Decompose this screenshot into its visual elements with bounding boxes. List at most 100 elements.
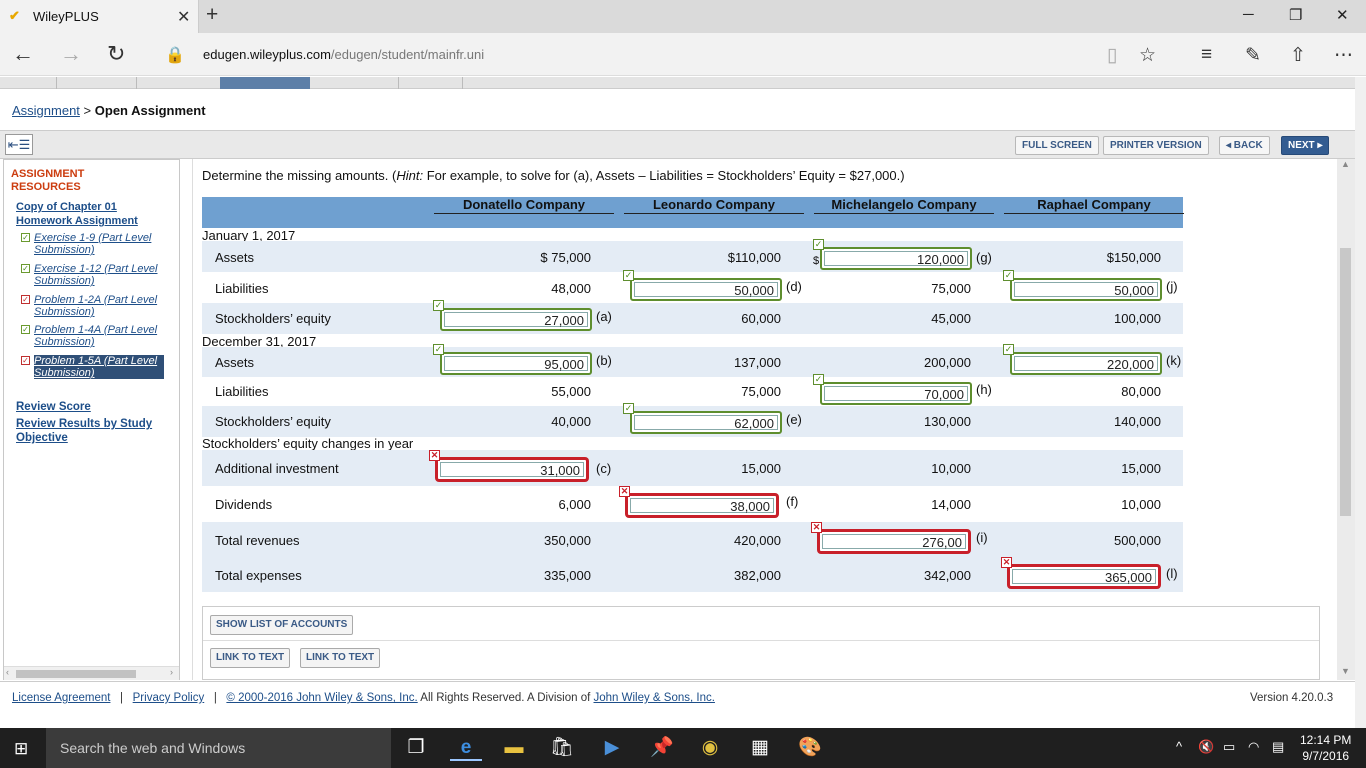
review-score-link[interactable]: Review Score bbox=[16, 401, 91, 413]
file-explorer-icon[interactable]: ▬ bbox=[504, 737, 524, 758]
correct-check-icon: ✓ bbox=[433, 300, 444, 311]
new-tab-button[interactable]: + bbox=[206, 3, 219, 26]
copy-chapter-link[interactable]: Copy of Chapter 01 Homework Assignment bbox=[16, 201, 138, 227]
check-icon: ✓ bbox=[21, 233, 30, 242]
section-label: Stockholders’ equity changes in year bbox=[202, 436, 414, 451]
wiley-company-link[interactable]: John Wiley & Sons, Inc. bbox=[593, 692, 715, 704]
more-menu-icon[interactable]: ⋯ bbox=[1334, 45, 1353, 66]
forward-arrow-icon[interactable]: → bbox=[60, 41, 82, 66]
column-header: Raphael Company bbox=[1004, 198, 1184, 214]
partial-check-icon: ✓ bbox=[21, 295, 30, 304]
table-row: Liabilities 48,000 ✓ 50,000 (d) 75,000 ✓ 5… bbox=[202, 270, 1183, 303]
refresh-icon[interactable]: ↻ bbox=[107, 41, 126, 66]
browser-tab[interactable]: ✔ WileyPLUS ✕ bbox=[0, 0, 199, 33]
store-icon[interactable]: 🛍 bbox=[549, 737, 575, 758]
answer-input-l[interactable]: ✕ 365,000 bbox=[1001, 557, 1160, 588]
section-label: January 1, 2017 bbox=[202, 228, 296, 243]
calculator-icon[interactable]: ▦ bbox=[751, 737, 769, 758]
breadcrumb-assignment-link[interactable]: Assignment bbox=[12, 103, 80, 118]
instruction-text: Determine the missing amounts. (Hint: Fo… bbox=[202, 168, 905, 183]
back-button[interactable]: ◂ BACK bbox=[1219, 136, 1270, 155]
incorrect-x-icon: ✕ bbox=[429, 450, 440, 461]
lock-icon: 🔒 bbox=[165, 47, 185, 64]
printer-version-button[interactable]: PRINTER VERSION bbox=[1103, 136, 1209, 155]
correct-check-icon: ✓ bbox=[813, 239, 824, 250]
full-screen-button[interactable]: FULL SCREEN bbox=[1015, 136, 1099, 155]
table-row: Liabilities 55,000 75,000 ✓ 70,000 (h) 80… bbox=[202, 374, 1183, 406]
tab-close-icon[interactable]: ✕ bbox=[177, 9, 191, 26]
answer-input-g[interactable]: ✓ 120,000 bbox=[813, 239, 972, 270]
edge-browser-icon[interactable]: e bbox=[450, 735, 482, 761]
task-view-icon[interactable]: ❐ bbox=[407, 737, 425, 758]
assignment-resources-sidebar: ASSIGNMENT RESOURCES Copy of Chapter 01 … bbox=[3, 159, 180, 680]
answer-input-c[interactable]: ✕ 31,000 bbox=[429, 450, 588, 481]
answer-input-a[interactable]: ✓ 27,000 bbox=[433, 300, 592, 331]
next-button[interactable]: NEXT ▸ bbox=[1281, 136, 1330, 155]
volume-muted-icon[interactable]: 🔇 bbox=[1198, 739, 1215, 754]
privacy-policy-link[interactable]: Privacy Policy bbox=[132, 692, 205, 704]
web-note-icon[interactable]: ✎ bbox=[1245, 45, 1261, 66]
wifi-icon[interactable]: ◠ bbox=[1248, 739, 1260, 754]
answer-input-j[interactable]: ✓ 50,000 bbox=[1003, 270, 1162, 301]
breadcrumb: Assignment > Open Assignment bbox=[12, 103, 206, 118]
breadcrumb-separator: > bbox=[83, 103, 92, 118]
url-path: /edugen/student/mainfr.uni bbox=[330, 47, 485, 62]
answer-input-h[interactable]: ✓ 70,000 bbox=[813, 374, 972, 405]
taskbar-search[interactable]: Search the web and Windows bbox=[46, 728, 391, 768]
link-to-text-button[interactable]: LINK TO TEXT bbox=[210, 648, 291, 668]
incorrect-x-icon: ✕ bbox=[811, 522, 822, 533]
pin-app-icon[interactable]: 📌 bbox=[650, 737, 674, 758]
main-scrollbar[interactable]: ▲ ▼ bbox=[1337, 159, 1355, 680]
table-row: Dividends 6,000 ✕ 38,000 (f) 14,000 10,00… bbox=[202, 486, 1183, 522]
app-nav-strip bbox=[0, 77, 1355, 89]
active-nav-tab[interactable] bbox=[220, 77, 310, 89]
answer-input-f[interactable]: ✕ 38,000 bbox=[619, 486, 778, 517]
tray-chevron-icon[interactable]: ^ bbox=[1176, 739, 1183, 754]
correct-check-icon: ✓ bbox=[813, 374, 824, 385]
copyright-link[interactable]: © 2000-2016 John Wiley & Sons, Inc. bbox=[226, 692, 418, 704]
media-player-icon[interactable]: ▶ bbox=[604, 737, 620, 758]
show-list-of-accounts-button[interactable]: SHOW LIST OF ACCOUNTS bbox=[210, 615, 354, 635]
page-scrollbar[interactable] bbox=[1355, 77, 1366, 728]
table-row: Assets $ 75,000 $110,000 $ ✓ 120,000 (g) … bbox=[202, 239, 1183, 272]
answer-input-i[interactable]: ✕ 276,00 bbox=[811, 522, 970, 553]
correct-check-icon: ✓ bbox=[623, 403, 634, 414]
back-arrow-icon[interactable]: ← bbox=[12, 41, 34, 66]
hub-icon[interactable]: ≡ bbox=[1201, 44, 1213, 65]
paint-icon[interactable]: 🎨 bbox=[798, 737, 822, 758]
taskbar-clock[interactable]: 12:14 PM 9/7/2016 bbox=[1300, 733, 1352, 763]
table-header: Donatello Company Leonardo Company Miche… bbox=[202, 197, 1184, 228]
minimize-button[interactable]: ─ bbox=[1243, 6, 1254, 23]
check-icon: ✓ bbox=[21, 264, 30, 273]
toggle-sidebar-icon[interactable]: ⇤☰ bbox=[5, 134, 33, 155]
answer-input-k[interactable]: ✓ 220,000 bbox=[1003, 344, 1162, 375]
battery-icon[interactable]: ▭ bbox=[1223, 739, 1236, 754]
notification-icon[interactable]: ▤ bbox=[1272, 739, 1285, 754]
column-header: Leonardo Company bbox=[624, 198, 804, 214]
incorrect-x-icon: ✕ bbox=[1001, 557, 1012, 568]
browser-tab-bar: ✔ WileyPLUS ✕ + ─ ❐ ✕ bbox=[0, 0, 1366, 33]
window-close-button[interactable]: ✕ bbox=[1336, 7, 1349, 24]
favorite-star-icon[interactable]: ☆ bbox=[1139, 45, 1157, 66]
wileyplus-favicon-icon: ✔ bbox=[9, 8, 20, 23]
table-row: Total expenses 335,000 382,000 342,000 ✕… bbox=[202, 557, 1183, 592]
url-field[interactable]: edugen.wileyplus.com/edugen/student/main… bbox=[203, 47, 484, 62]
windows-start-icon[interactable]: ⊞ bbox=[14, 739, 29, 758]
missing-amounts-table: Donatello Company Leonardo Company Miche… bbox=[202, 197, 1184, 592]
reading-view-icon[interactable]: ▯ bbox=[1107, 45, 1118, 66]
chrome-icon[interactable]: ◉ bbox=[701, 737, 719, 758]
answer-input-b[interactable]: ✓ 95,000 bbox=[433, 344, 592, 375]
review-results-link[interactable]: Review Results by Study Objective bbox=[16, 418, 153, 444]
table-row: Assets ✓ 95,000 (b) 137,000 200,000 ✓ 220,… bbox=[202, 344, 1183, 377]
answer-input-d[interactable]: ✓ 50,000 bbox=[623, 270, 782, 301]
section-label: December 31, 2017 bbox=[202, 334, 317, 349]
link-to-text-button[interactable]: LINK TO TEXT bbox=[300, 648, 381, 668]
table-row: Total revenues 350,000 420,000 ✕ 276,00 (… bbox=[202, 522, 1183, 557]
share-icon[interactable]: ⇧ bbox=[1290, 45, 1306, 66]
license-agreement-link[interactable]: License Agreement bbox=[12, 692, 111, 704]
table-row: Additional investment ✕ 31,000 (c) 15,000… bbox=[202, 450, 1183, 486]
maximize-button[interactable]: ❐ bbox=[1289, 7, 1303, 24]
answer-input-e[interactable]: ✓ 62,000 bbox=[623, 403, 782, 434]
sidebar-scrollbar[interactable]: ‹ › bbox=[4, 666, 179, 680]
check-icon: ✓ bbox=[21, 325, 30, 334]
